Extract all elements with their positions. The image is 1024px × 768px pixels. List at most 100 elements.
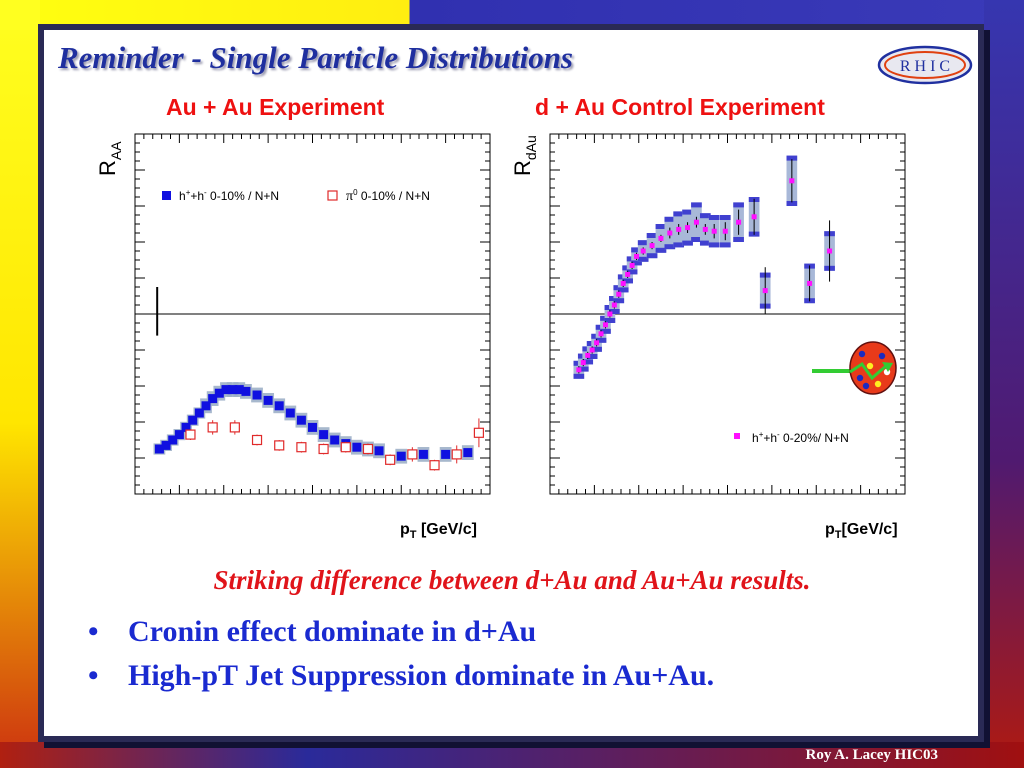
systematic-band-edge-bottom [664, 244, 676, 250]
dau-data-point [594, 340, 600, 346]
legend-text: 0-20%/ N+N [780, 431, 849, 445]
scattered-path [849, 361, 887, 381]
systematic-band-edge-bottom [786, 201, 798, 206]
systematic-band-edge-top [646, 233, 658, 238]
legend-sup: - [777, 430, 780, 439]
y-axis-label-sub: AA [108, 141, 124, 160]
systematic-band-edge-top [655, 224, 667, 229]
pi0-data-point [185, 429, 196, 440]
legend-text: 0-10% / N+N [207, 189, 279, 203]
dau-data-point [602, 322, 608, 328]
hadron-data-point [201, 401, 211, 411]
dau-data-point [625, 271, 631, 277]
dau-data-point [629, 262, 635, 268]
dau-data-point [685, 225, 691, 231]
dau-data-point [789, 178, 795, 184]
dau-data-point [667, 230, 673, 236]
dau-data-point [751, 214, 757, 220]
hadron-data-point [308, 422, 317, 432]
dau-data-point [620, 280, 626, 286]
d-au-chart: RdAu pT[GeV/c] h++h- 0-20%/ N+N [510, 133, 906, 541]
pi0-data-point [296, 442, 307, 453]
hadron-data-point [154, 444, 164, 454]
legend-sup: - [204, 188, 207, 197]
hadron-data-point [228, 385, 238, 395]
x-axis-label: pT [GeV/c] [400, 521, 477, 541]
dau-data-point [762, 288, 768, 294]
pi0-data-point [251, 434, 263, 446]
nucleon-dot [878, 352, 886, 360]
pi0-data-point [229, 422, 240, 433]
hadron-data-point [194, 408, 204, 418]
dau-data-point [580, 360, 586, 366]
systematic-band-edge-bottom [673, 242, 685, 248]
systematic-band-edge-bottom [613, 298, 625, 304]
hadron-data-point [208, 394, 218, 404]
dau-data-point [589, 347, 595, 353]
y-axis-label-sub: dAu [523, 135, 539, 160]
hadron-data-point [252, 390, 262, 400]
nucleon-dot [858, 350, 866, 358]
systematic-band-edge-bottom [719, 242, 731, 248]
nucleon-dot [874, 380, 882, 388]
systematic-band-edge-bottom [595, 337, 607, 343]
systematic-band-edge-bottom [699, 240, 711, 246]
systematic-band-edge-bottom [609, 309, 620, 314]
legend-hadron-marker [162, 191, 171, 200]
x-axis-label: pT[GeV/c] [825, 521, 898, 541]
dau-data-point [736, 219, 742, 225]
systematic-band-edge-bottom [626, 269, 638, 275]
systematic-band-edge-bottom [573, 373, 585, 379]
hadron-data-point [285, 408, 295, 418]
y-axis-label-main: R [510, 160, 535, 176]
legend-sup: + [186, 188, 191, 197]
pi0-data-point [473, 427, 485, 438]
dau-data-point [607, 311, 613, 317]
legend-text: h [752, 431, 759, 445]
x-axis-label-rest: [GeV/c] [842, 521, 898, 538]
systematic-band-edge-bottom [646, 253, 658, 259]
systematic-band-edge-bottom [577, 366, 589, 372]
systematic-band-edge-bottom [655, 247, 667, 253]
systematic-band-edge-bottom [622, 278, 633, 284]
dau-data-point [634, 253, 640, 259]
hadron-data-point [330, 435, 340, 445]
dau-data-point [598, 331, 604, 337]
au-au-heading: Au + Au Experiment [166, 94, 385, 120]
hadron-data-point [168, 435, 178, 445]
hadron-data-point [234, 385, 244, 395]
arrow-head-icon [882, 362, 893, 372]
pi0-data-point [385, 454, 396, 465]
systematic-band-edge-top [682, 209, 693, 215]
bullet-item-jet-suppression: • High-pT Jet Suppression dominate in Au+… [88, 654, 714, 698]
dau-data-point [640, 248, 646, 254]
hadron-data-point [274, 401, 284, 411]
hadron-data-point [374, 446, 384, 456]
conclusion-text: Striking difference between d+Au and Au+… [213, 565, 811, 595]
x-axis-label-main: p [400, 521, 410, 538]
systematic-band-edge-top [733, 202, 744, 208]
d-au-heading: d + Au Control Experiment [535, 94, 825, 120]
legend-dau-marker [734, 433, 740, 439]
hadron-data-point [263, 395, 273, 405]
bullet-marker: • [88, 659, 99, 692]
systematic-band-edge-bottom [582, 359, 594, 365]
x-axis-label-main: p [825, 521, 835, 538]
pi0-data-point [274, 440, 285, 451]
hadron-data-point [441, 449, 451, 459]
hadron-data-point [319, 430, 329, 440]
x-axis-label-sub: T [835, 529, 842, 541]
legend-hadron-label: h++h- 0-10% / N+N [179, 188, 279, 203]
systematic-band-edge-bottom [682, 240, 693, 246]
legend-greek: π [346, 189, 353, 204]
legend-text: 0-10% / N+N [358, 189, 430, 203]
hadron-data-point [352, 442, 362, 452]
rhic-logo-text: R H I C [900, 58, 950, 75]
y-axis-label-main: R [95, 160, 120, 176]
x-axis-label-sub: T [410, 529, 417, 541]
systematic-band-edge-bottom [708, 242, 720, 248]
dau-data-point [611, 302, 617, 308]
bullet-marker: • [88, 615, 99, 648]
pi0-data-point [340, 442, 351, 453]
bullet-list: • Cronin effect dominate in d+Au • High-pT… [88, 610, 714, 698]
